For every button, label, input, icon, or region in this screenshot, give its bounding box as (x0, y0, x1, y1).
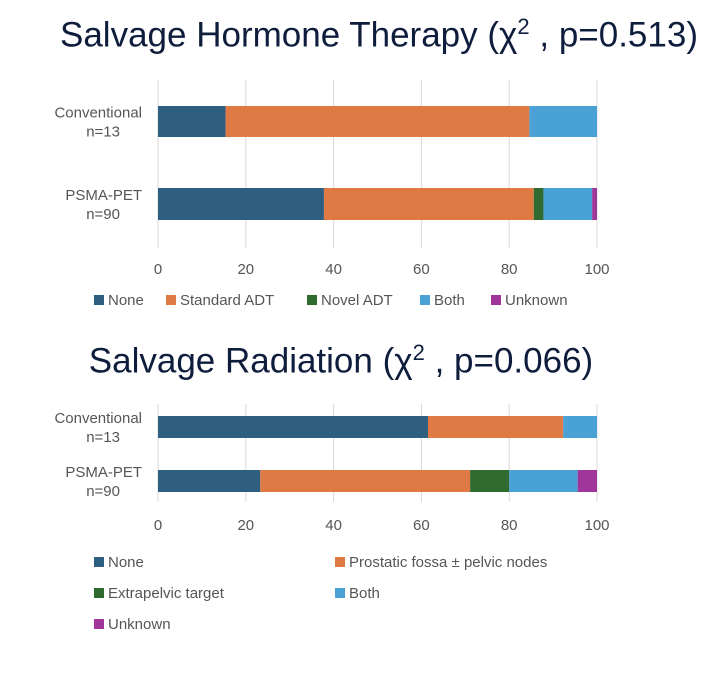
chart1-x-tick-label: 100 (584, 261, 609, 278)
chart2-legend-swatch (94, 557, 104, 567)
chart2-title-rest: , p=0.066) (424, 341, 594, 381)
chart1-title-superscript: 2 (517, 14, 530, 39)
chart1-bar-segment-none (158, 106, 226, 137)
chart2-bar-segment-extrapelvic-target (470, 470, 510, 492)
chart2-bar-segment-none (158, 470, 261, 492)
chart2-bar-segment-prostatic-fossa-pelvic-nodes (427, 416, 564, 438)
chart1-title: Salvage Hormone Therapy (χ2 , p=0.513) (18, 14, 722, 56)
chart1-bar-segment-both (529, 106, 597, 137)
chart2-legend-swatch (335, 557, 345, 567)
chart2-x-tick-label: 80 (501, 517, 518, 534)
chart1-category-sublabel: n=90 (86, 206, 120, 223)
chart1-legend-swatch (166, 295, 176, 305)
chart2-x-tick-label: 100 (584, 517, 609, 534)
chart2-bar-segment-both (563, 416, 597, 438)
chart1-bar-segment-unknown (592, 188, 597, 220)
chart2-x-tick-label: 20 (237, 517, 254, 534)
chart1-title-main: Salvage Hormone Therapy (χ (60, 15, 518, 55)
chart1-x-tick-label: 80 (501, 261, 518, 278)
chart2-legend-swatch (94, 619, 104, 629)
chart2-legend-swatch (335, 588, 345, 598)
chart2-bar-segment-both (509, 470, 578, 492)
chart1-bar-segment-both (543, 188, 593, 220)
chart1-bar-segment-none (158, 188, 324, 220)
chart1-category-sublabel: n=13 (86, 124, 120, 141)
chart2-legend-label: Prostatic fossa ± pelvic nodes (349, 554, 547, 571)
chart2-title-superscript: 2 (412, 340, 425, 365)
chart1-x-tick-label: 0 (154, 261, 162, 278)
chart1-legend-swatch (94, 295, 104, 305)
chart2-title-main: Salvage Radiation (χ (88, 341, 413, 381)
chart2-category-label: PSMA-PET (65, 464, 142, 481)
chart2-bar-segment-none (158, 416, 428, 438)
chart2-title: Salvage Radiation (χ2 , p=0.066) (0, 340, 702, 382)
chart1-x-tick-label: 20 (237, 261, 254, 278)
chart1-bar-segment-standard-adt (225, 106, 530, 137)
chart1-x-tick-label: 40 (325, 261, 342, 278)
chart1-category-label: PSMA-PET (65, 187, 142, 204)
chart1-legend-label: Standard ADT (180, 292, 274, 309)
chart1-category-label: Conventional (54, 105, 142, 122)
chart2-category-label: Conventional (54, 410, 142, 427)
chart2-category-sublabel: n=90 (86, 483, 120, 500)
chart1-x-tick-label: 60 (413, 261, 430, 278)
chart2-legend-label: Both (349, 585, 380, 602)
chart1-legend-swatch (307, 295, 317, 305)
chart2-legend-label: None (108, 554, 144, 571)
chart2-bar-segment-prostatic-fossa-pelvic-nodes (260, 470, 471, 492)
chart1-bar-segment-standard-adt (323, 188, 534, 220)
chart1-legend-swatch (420, 295, 430, 305)
chart1-legend-label: Novel ADT (321, 292, 393, 309)
chart1-bar-segment-novel-adt (533, 188, 544, 220)
chart2-x-tick-label: 0 (154, 517, 162, 534)
chart2-x-tick-label: 40 (325, 517, 342, 534)
chart2-legend-swatch (94, 588, 104, 598)
chart2-bar-segment-unknown (577, 470, 597, 492)
chart2-x-tick-label: 60 (413, 517, 430, 534)
chart1-legend-label: Unknown (505, 292, 568, 309)
chart2-legend-label: Extrapelvic target (108, 585, 225, 602)
chart1-title-rest: , p=0.513) (529, 15, 698, 55)
chart1-legend-label: Both (434, 292, 465, 309)
chart2-category-sublabel: n=13 (86, 429, 120, 446)
chart1-legend-label: None (108, 292, 144, 309)
chart1-legend-swatch (491, 295, 501, 305)
chart2-legend-label: Unknown (108, 616, 171, 633)
